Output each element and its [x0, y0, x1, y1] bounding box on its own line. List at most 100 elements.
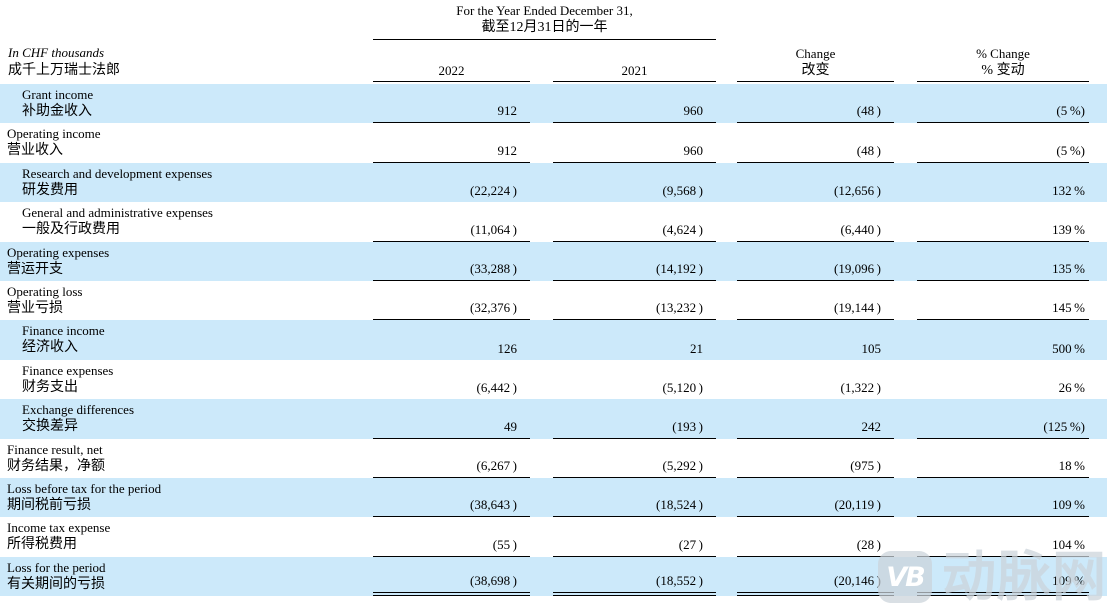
- row-label-en: Loss before tax for the period: [7, 480, 162, 496]
- row-label: Research and development expenses 研发费用: [0, 163, 1107, 200]
- value-pct-change: 139 %: [917, 202, 1089, 242]
- row-label: Finance expenses 财务支出: [0, 360, 1107, 397]
- value-pct-change: 109 %: [917, 557, 1089, 597]
- row-label-zh: 期间税前亏损: [7, 497, 91, 513]
- row-label-zh: 交换差异: [22, 419, 78, 435]
- table-row: Grant income 补助金收入 912 960 (48 ) (5 %): [0, 84, 1107, 124]
- row-label-en: Operating income: [7, 126, 101, 142]
- value-change: (19,096 ): [737, 242, 894, 281]
- value-2022: (11,064 ): [373, 202, 530, 242]
- value-2021: (9,568 ): [662, 183, 703, 199]
- row-label-zh: 所得税费用: [7, 537, 77, 553]
- row-label: Finance result, net 财务结果，净额: [0, 439, 1107, 476]
- value-2021: (4,624 ): [553, 202, 716, 242]
- value-2022: 912: [373, 123, 530, 163]
- currency-note: In CHF thousands 成千上万瑞士法郎: [8, 44, 120, 80]
- table-row: Finance income 经济收入 126 21 105 500 %: [0, 320, 1107, 360]
- value-change: (975 ): [737, 439, 894, 478]
- table-row: Loss for the period 有关期间的亏损 (38,698 ) (1…: [0, 556, 1107, 597]
- value-2022: (33,288 ): [373, 242, 530, 281]
- table-row: Exchange differences 交换差异 49 (193 ) 242 …: [0, 399, 1107, 439]
- value-pct-change: (5 %): [917, 84, 1089, 124]
- table-row: Operating expenses 营运开支 (33,288 ) (14,19…: [0, 241, 1107, 281]
- value-2022: 912: [373, 84, 530, 124]
- row-label-zh: 补助金收入: [22, 104, 92, 119]
- table-row: Finance result, net 财务结果，净额 (6,267 ) (5,…: [0, 439, 1107, 478]
- table-row: Operating income 营业收入 912 960 (48 ) (5 %…: [0, 123, 1107, 163]
- value-2022: 126: [497, 340, 518, 356]
- row-label: General and administrative expenses 一般及行…: [0, 202, 1107, 239]
- row-label-en: Grant income: [22, 87, 94, 102]
- value-change: (48 ): [737, 84, 894, 124]
- value-2022: (55 ): [373, 517, 530, 557]
- value-2021: (27 ): [553, 517, 716, 557]
- row-label-zh: 营业收入: [7, 143, 63, 159]
- column-header-change-en: Change: [795, 46, 836, 61]
- value-2021: 960: [553, 123, 716, 163]
- currency-note-zh: 成千上万瑞士法郎: [8, 63, 120, 78]
- table-row: Research and development expenses 研发费用 (…: [0, 162, 1107, 203]
- period-title-en: For the Year Ended December 31,: [456, 3, 633, 18]
- value-2021: (18,552 ): [553, 557, 716, 597]
- table-row: Finance expenses 财务支出 (6,442 ) (5,120 ) …: [0, 360, 1107, 399]
- row-label-zh: 财务结果，净额: [7, 458, 105, 474]
- value-2022: (22,224 ): [469, 183, 517, 199]
- table-header: For the Year Ended December 31, 截至12月31日…: [0, 0, 1107, 84]
- row-label-en: Research and development expenses: [22, 165, 213, 181]
- value-2021: (14,192 ): [553, 242, 716, 281]
- period-title-zh: 截至12月31日的一年: [481, 20, 608, 35]
- value-2022: (32,376 ): [373, 281, 530, 321]
- value-2021: (193 ): [553, 399, 716, 439]
- value-pct-change: 109 %: [917, 478, 1089, 518]
- value-pct-change: (125 %): [917, 399, 1089, 439]
- row-label: Finance income 经济收入: [0, 320, 1107, 357]
- table-row: General and administrative expenses 一般及行…: [0, 202, 1107, 242]
- row-label-en: Exchange differences: [22, 402, 135, 418]
- row-label-en: Loss for the period: [7, 559, 106, 575]
- value-change: 242: [737, 399, 894, 439]
- value-change: (12,656 ): [833, 183, 881, 199]
- row-label: Operating loss 营业亏损: [0, 281, 1107, 318]
- value-pct-change: 500 %: [1052, 340, 1085, 356]
- value-change: (19,144 ): [737, 281, 894, 321]
- row-label: Operating expenses 营运开支: [0, 242, 1107, 279]
- value-pct-change: 145 %: [917, 281, 1089, 321]
- row-label: Exchange differences 交换差异: [0, 399, 1107, 436]
- column-header-change: Change 改变: [737, 45, 894, 82]
- value-change: 105: [861, 340, 882, 356]
- row-label: Loss before tax for the period 期间税前亏损: [0, 478, 1107, 515]
- row-label-en: Income tax expense: [7, 520, 111, 536]
- row-label-en: Finance result, net: [7, 441, 103, 457]
- currency-note-en: In CHF thousands: [8, 45, 105, 60]
- value-2021: (13,232 ): [553, 281, 716, 321]
- value-change: (28 ): [737, 517, 894, 557]
- value-2021: (18,524 ): [553, 478, 716, 518]
- value-2021: 960: [553, 84, 716, 124]
- row-label-zh: 有关期间的亏损: [7, 576, 105, 592]
- column-header-pct-change-zh: % 变动: [981, 63, 1025, 78]
- value-change: (20,146 ): [737, 557, 894, 597]
- row-label-en: Finance expenses: [22, 362, 114, 378]
- table-row: Income tax expense 所得税费用 (55 ) (27 ) (28…: [0, 517, 1107, 557]
- value-2021: (5,120 ): [662, 380, 703, 396]
- table-body: Grant income 补助金收入 912 960 (48 ) (5 %) O…: [0, 84, 1107, 597]
- value-change: (48 ): [737, 123, 894, 163]
- value-change: (1,322 ): [840, 380, 881, 396]
- row-label: Loss for the period 有关期间的亏损: [0, 557, 1107, 594]
- row-label-zh: 营运开支: [7, 261, 63, 277]
- row-label-en: Finance income: [22, 323, 105, 339]
- column-header-change-zh: 改变: [801, 63, 830, 78]
- row-label-zh: 财务支出: [22, 379, 78, 395]
- value-2021: (5,292 ): [553, 439, 716, 478]
- period-header: For the Year Ended December 31, 截至12月31日…: [373, 3, 716, 40]
- value-2022: (38,698 ): [373, 557, 530, 597]
- value-pct-change: 18 %: [917, 439, 1089, 478]
- column-header-2022: 2022: [373, 63, 530, 82]
- row-label: Grant income 补助金收入: [0, 84, 1107, 121]
- value-2022: (6,442 ): [476, 380, 517, 396]
- table-row: Operating loss 营业亏损 (32,376 ) (13,232 ) …: [0, 281, 1107, 321]
- table-row: Loss before tax for the period 期间税前亏损 (3…: [0, 477, 1107, 518]
- value-change: (6,440 ): [737, 202, 894, 242]
- value-pct-change: 104 %: [917, 517, 1089, 557]
